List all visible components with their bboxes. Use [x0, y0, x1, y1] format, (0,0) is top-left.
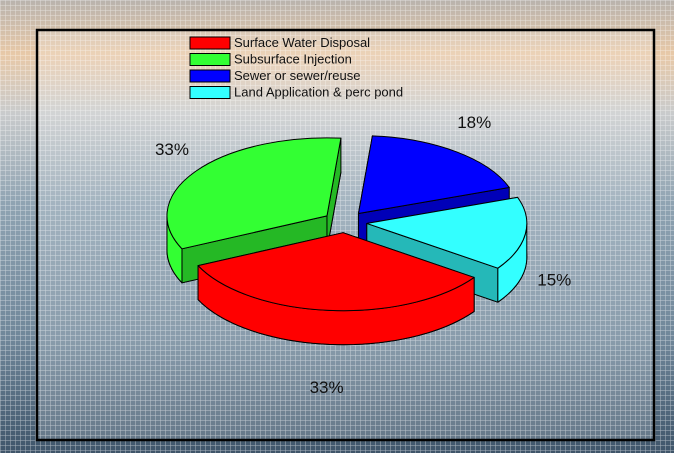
slice-top [366, 196, 528, 269]
data-label: 33% [155, 140, 189, 159]
data-label: 15% [537, 270, 571, 289]
legend-swatch [189, 69, 231, 83]
data-label: 33% [310, 378, 344, 397]
legend-label: Subsurface Injection [234, 51, 352, 66]
slice-top [166, 137, 342, 250]
legend-label: Sewer or sewer/reuse [234, 68, 360, 83]
slice [197, 232, 475, 346]
legend-label: Land Application & perc pond [234, 84, 403, 99]
legend-label: Surface Water Disposal [234, 35, 370, 50]
data-label: 18% [457, 113, 491, 132]
slice-top [357, 135, 510, 215]
legend-swatch [189, 36, 231, 50]
slice [166, 137, 342, 284]
legend-swatch [189, 53, 231, 66]
legend-swatch [189, 86, 231, 99]
slice-top [197, 232, 475, 312]
pie: 18% 15% 33% 33% [155, 113, 571, 397]
